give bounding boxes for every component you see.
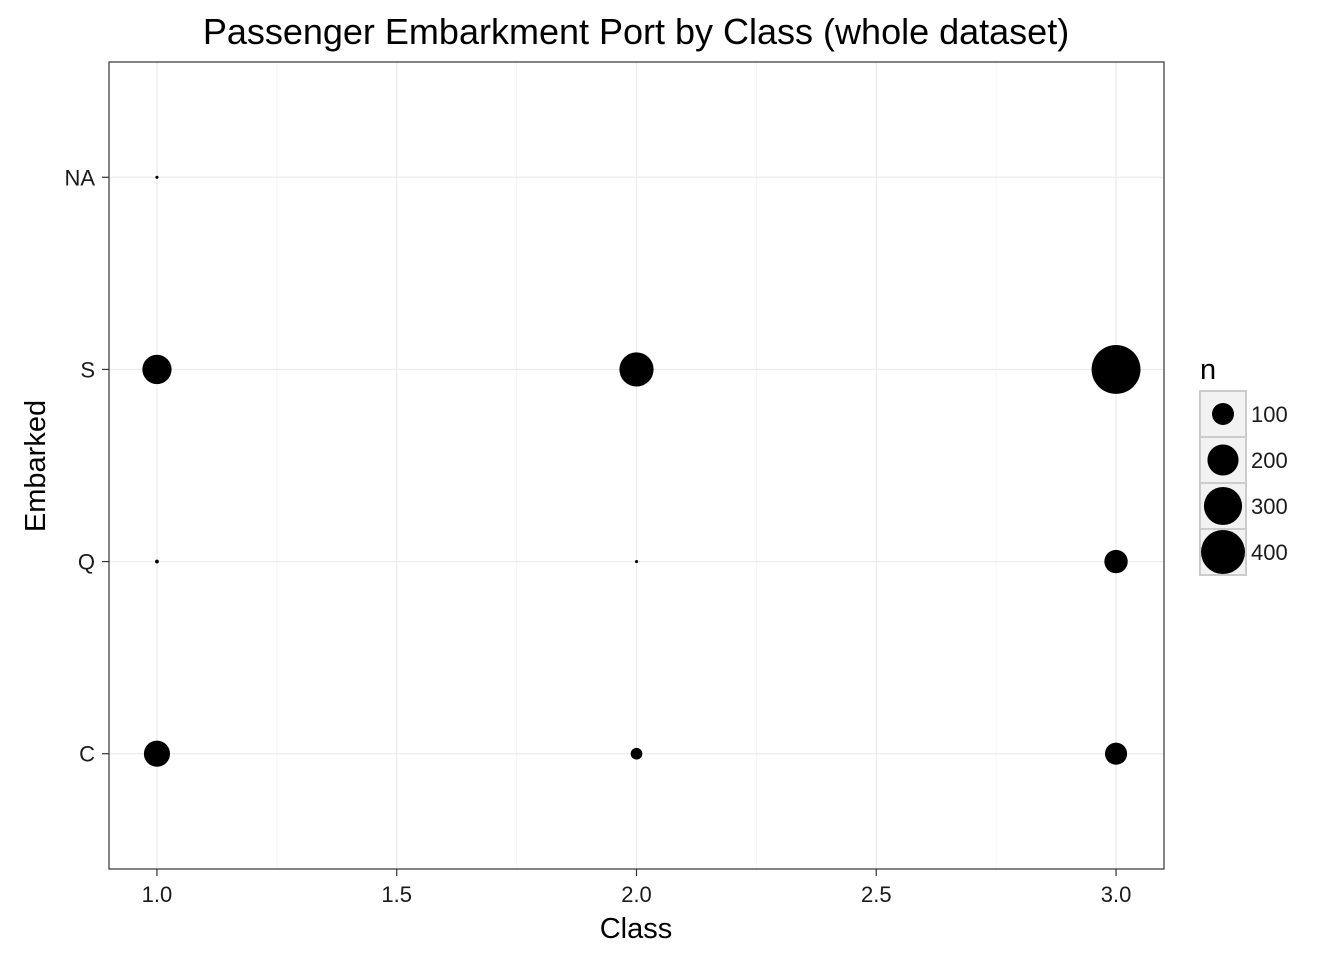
x-tick-label: 1.0 [142,882,173,907]
x-tick-label: 1.5 [381,882,412,907]
x-tick-label: 2.0 [621,882,652,907]
data-point [143,740,171,767]
data-point [630,747,643,760]
legend-title: n [1200,354,1216,386]
grid-lines [109,62,1164,869]
legend-symbol [1207,444,1239,476]
data-point [142,354,172,385]
data-points [142,175,1141,767]
size-legend: n 100 200 300 400 [1199,354,1288,576]
y-tick-label: S [80,357,95,382]
data-point [1091,344,1141,394]
legend-symbol [1201,530,1245,574]
chart-title: Passenger Embarkment Port by Class (whol… [203,11,1069,52]
y-tick-label: C [79,742,95,767]
legend-symbol [1212,403,1234,425]
legend-symbol [1203,486,1243,526]
data-point [155,175,159,179]
y-axis-title: Embarked [20,400,52,532]
x-axis-title: Class [600,913,673,945]
data-point [619,352,654,387]
legend-label: 300 [1251,494,1288,519]
y-axis: C Q S NA [64,165,109,767]
data-point [634,560,639,564]
data-point [155,559,159,564]
legend-label: 100 [1251,402,1288,427]
data-point [1104,742,1128,765]
data-point [1104,549,1128,574]
x-axis: 1.0 1.5 2.0 2.5 3.0 [142,869,1132,907]
y-tick-label: NA [64,165,95,190]
legend-label: 400 [1251,540,1288,565]
x-tick-label: 2.5 [861,882,892,907]
y-tick-label: Q [78,550,95,575]
x-tick-label: 3.0 [1101,882,1132,907]
legend-label: 200 [1251,448,1288,473]
